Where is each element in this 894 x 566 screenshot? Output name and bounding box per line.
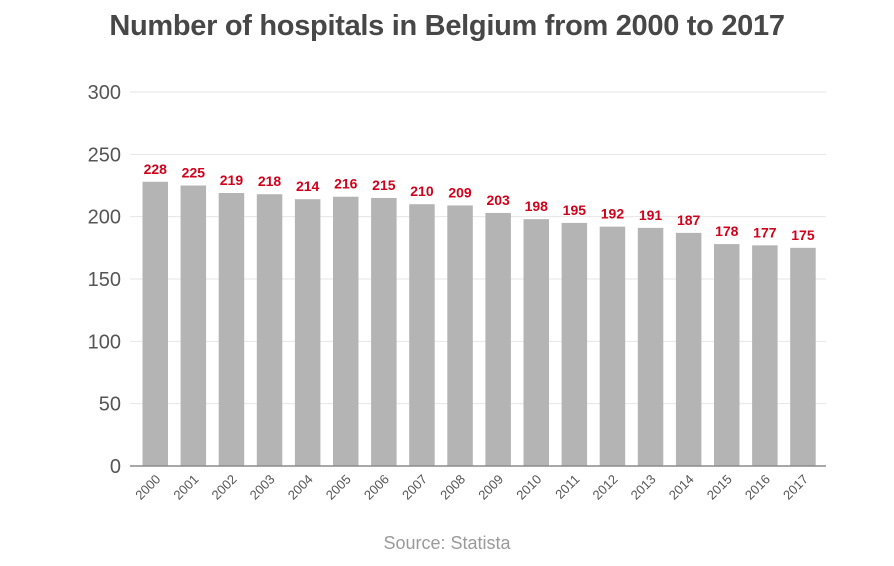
data-label: 177: [753, 224, 777, 240]
data-label: 219: [220, 172, 244, 188]
bar-2003: [256, 194, 283, 466]
bar-2017: [790, 247, 816, 466]
bar-2008: [447, 205, 473, 467]
bar-2011: [561, 222, 588, 466]
y-tick-label: 150: [88, 269, 121, 291]
data-label: 218: [258, 173, 282, 189]
y-tick-label: 200: [88, 207, 121, 229]
y-tick-label: 300: [88, 82, 121, 104]
bar-2009: [485, 212, 511, 466]
data-label: 178: [715, 223, 739, 239]
bar-2010: [523, 219, 549, 466]
y-tick-label: 250: [88, 144, 121, 166]
x-tick-label: 2000: [132, 472, 163, 503]
bar-2002: [218, 192, 245, 467]
data-label: 191: [639, 207, 663, 223]
data-label: 228: [144, 161, 168, 177]
x-tick-label: 2012: [590, 472, 621, 503]
x-tick-label: 2001: [170, 472, 201, 503]
data-label: 203: [486, 192, 510, 208]
data-label: 225: [182, 165, 206, 181]
bar-2001: [180, 185, 207, 466]
x-tick-label: 2005: [323, 472, 354, 503]
bar-2006: [371, 197, 397, 466]
bar-2016: [752, 245, 778, 466]
data-label: 198: [525, 198, 549, 214]
source-note: Source: Statista: [383, 533, 511, 553]
bar-2004: [294, 199, 321, 467]
data-label: 192: [601, 206, 625, 222]
y-tick-label: 0: [110, 456, 121, 478]
bar-2012: [599, 226, 626, 466]
data-label: 215: [372, 177, 396, 193]
x-tick-label: 2017: [780, 472, 811, 503]
bar-2014: [675, 232, 702, 466]
y-tick-label: 50: [99, 394, 121, 416]
data-label: 195: [563, 202, 587, 218]
x-tick-label: 2016: [742, 472, 773, 503]
x-tick-label: 2002: [209, 472, 240, 503]
x-tick-label: 2013: [628, 472, 659, 503]
data-label: 210: [410, 183, 434, 199]
bar-2000: [142, 181, 168, 466]
x-tick-label: 2006: [361, 472, 392, 503]
x-tick-label: 2014: [666, 472, 697, 503]
x-tick-label: 2004: [285, 472, 316, 503]
data-label: 216: [334, 176, 358, 192]
y-tick-label: 100: [88, 331, 121, 353]
bar-2015: [714, 244, 740, 466]
x-tick-label: 2015: [704, 472, 735, 503]
x-tick-label: 2011: [552, 472, 582, 502]
x-tick-label: 2010: [513, 472, 544, 503]
x-tick-label: 2008: [437, 472, 468, 503]
bar-2007: [409, 204, 435, 466]
chart-title: Number of hospitals in Belgium from 2000…: [109, 10, 785, 42]
x-tick-label: 2009: [475, 472, 506, 503]
data-label: 214: [296, 178, 320, 194]
bar-2005: [333, 196, 359, 466]
data-label: 209: [448, 184, 472, 200]
data-label: 187: [677, 212, 701, 228]
data-label: 175: [791, 227, 815, 243]
x-tick-label: 2003: [247, 472, 278, 503]
x-tick-label: 2007: [399, 472, 430, 503]
bar-2013: [637, 227, 664, 466]
